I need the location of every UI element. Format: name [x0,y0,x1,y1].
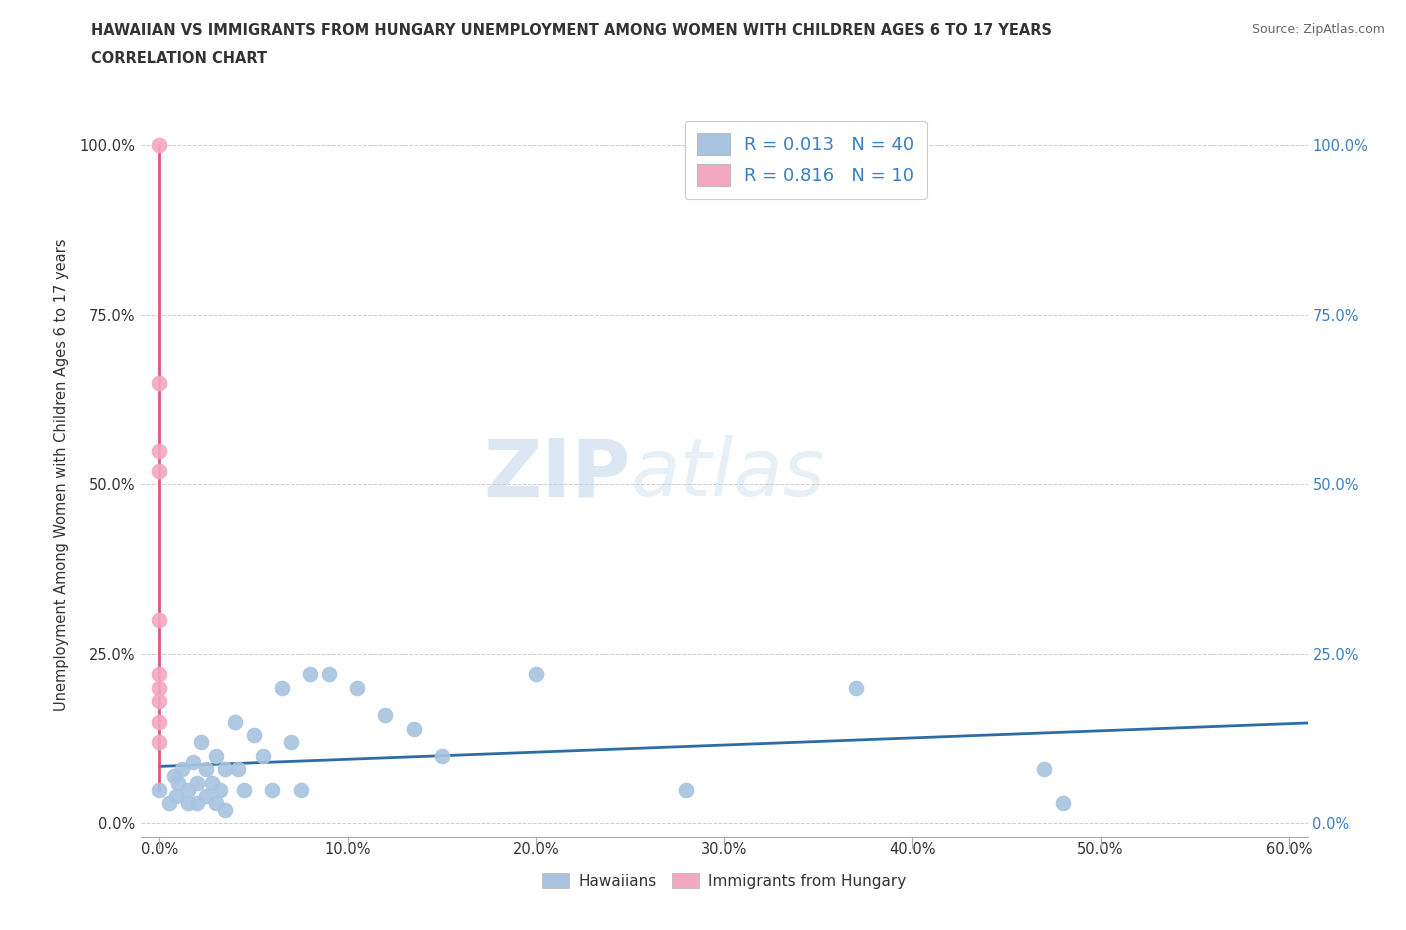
Point [148,694,170,709]
Point [148,782,170,797]
Point [252,749,274,764]
Point [524,667,547,682]
Point [402,721,425,736]
Text: HAWAIIAN VS IMMIGRANTS FROM HUNGARY UNEMPLOYMENT AMONG WOMEN WITH CHILDREN AGES : HAWAIIAN VS IMMIGRANTS FROM HUNGARY UNEM… [91,23,1052,38]
Point [148,463,170,478]
Point [148,138,170,153]
Point [845,681,868,696]
Point [148,714,170,729]
Point [298,667,321,682]
Point [208,782,231,797]
Point [214,762,236,777]
Point [280,735,302,750]
Point [148,376,170,391]
Point [148,681,170,696]
Point [195,762,218,777]
Point [233,782,256,797]
Point [430,749,453,764]
Point [214,803,236,817]
Point [181,755,204,770]
Point [1033,762,1056,777]
Point [176,796,198,811]
Point [148,613,170,628]
Point [186,796,208,811]
Point [675,782,697,797]
Point [346,681,368,696]
Text: Source: ZipAtlas.com: Source: ZipAtlas.com [1251,23,1385,36]
Text: CORRELATION CHART: CORRELATION CHART [91,51,267,66]
Legend: Hawaiians, Immigrants from Hungary: Hawaiians, Immigrants from Hungary [536,867,912,895]
Point [170,762,193,777]
Point [186,776,208,790]
Point [163,768,186,783]
Point [190,735,212,750]
Y-axis label: Unemployment Among Women with Children Ages 6 to 17 years: Unemployment Among Women with Children A… [53,238,69,711]
Point [290,782,312,797]
Point [242,728,264,743]
Point [205,749,228,764]
Point [148,667,170,682]
Point [1052,796,1074,811]
Point [318,667,340,682]
Point [195,789,218,804]
Text: atlas: atlas [631,435,825,513]
Point [148,443,170,458]
Point [374,708,396,723]
Point [201,776,224,790]
Point [270,681,292,696]
Point [157,796,180,811]
Point [176,782,198,797]
Point [205,796,228,811]
Point [228,762,250,777]
Point [262,782,284,797]
Point [165,789,187,804]
Point [167,776,190,790]
Point [224,714,246,729]
Point [148,735,170,750]
Text: ZIP: ZIP [484,435,631,513]
